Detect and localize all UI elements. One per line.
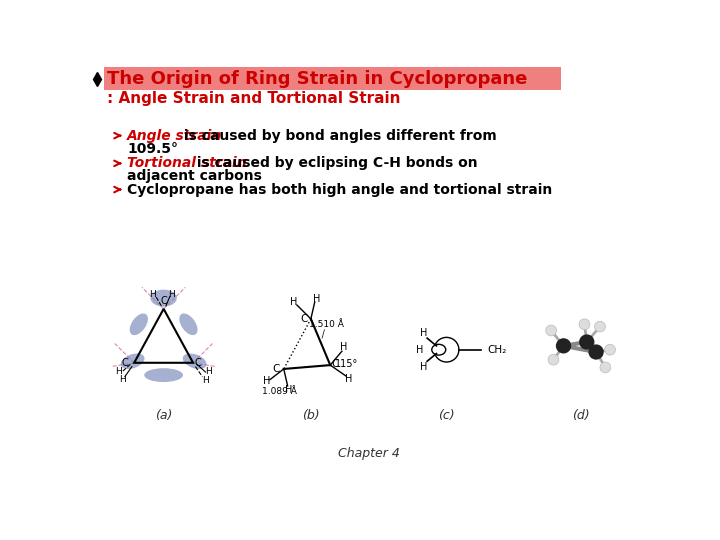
Text: The Origin of Ring Strain in Cyclopropane: The Origin of Ring Strain in Cyclopropan… xyxy=(107,70,528,87)
Text: C: C xyxy=(300,314,307,324)
Text: 109.5°: 109.5° xyxy=(127,141,179,156)
Text: C: C xyxy=(122,358,129,368)
Text: H: H xyxy=(284,384,292,395)
Circle shape xyxy=(589,345,603,359)
Text: (d): (d) xyxy=(572,409,590,422)
Circle shape xyxy=(579,319,590,330)
Ellipse shape xyxy=(150,289,177,307)
Text: (b): (b) xyxy=(302,409,320,422)
Text: adjacent carbons: adjacent carbons xyxy=(127,170,262,184)
FancyBboxPatch shape xyxy=(104,67,561,90)
Ellipse shape xyxy=(183,354,207,369)
Circle shape xyxy=(557,339,570,353)
Text: C: C xyxy=(161,296,167,306)
Text: H: H xyxy=(420,328,427,338)
Text: H: H xyxy=(150,290,156,299)
Ellipse shape xyxy=(144,368,183,382)
Ellipse shape xyxy=(179,313,197,335)
Text: Angle strain: Angle strain xyxy=(127,129,222,143)
Text: CH₂: CH₂ xyxy=(487,345,507,355)
Text: 115°: 115° xyxy=(335,359,358,369)
Text: C: C xyxy=(272,364,280,374)
Text: is caused by bond angles different from: is caused by bond angles different from xyxy=(179,129,497,143)
Text: Chapter 4: Chapter 4 xyxy=(338,447,400,460)
Text: H: H xyxy=(202,376,209,385)
Text: 1.089 Å: 1.089 Å xyxy=(262,387,297,396)
Circle shape xyxy=(580,335,594,349)
Text: is caused by eclipsing C-H bonds on: is caused by eclipsing C-H bonds on xyxy=(192,157,477,170)
Text: H: H xyxy=(415,345,423,355)
Text: H: H xyxy=(120,375,126,384)
Circle shape xyxy=(605,345,616,355)
Text: C: C xyxy=(194,358,202,368)
Ellipse shape xyxy=(432,345,446,355)
Text: Tortional strain: Tortional strain xyxy=(127,157,247,170)
Text: (a): (a) xyxy=(155,409,172,422)
Text: (c): (c) xyxy=(438,409,455,422)
Text: H: H xyxy=(340,342,347,353)
Circle shape xyxy=(600,362,611,373)
Text: H: H xyxy=(420,362,427,372)
Text: C: C xyxy=(331,359,338,369)
Circle shape xyxy=(548,354,559,365)
Circle shape xyxy=(546,325,557,336)
Text: H: H xyxy=(312,294,320,304)
Text: H: H xyxy=(115,367,122,376)
Text: H: H xyxy=(205,367,212,376)
Text: H: H xyxy=(263,376,271,386)
Ellipse shape xyxy=(121,354,145,369)
Ellipse shape xyxy=(130,313,148,335)
Text: : Angle Strain and Tortional Strain: : Angle Strain and Tortional Strain xyxy=(107,91,400,106)
Text: H: H xyxy=(290,297,297,307)
Text: H: H xyxy=(168,290,175,299)
Text: H: H xyxy=(345,374,353,384)
Text: Cyclopropane has both high angle and tortional strain: Cyclopropane has both high angle and tor… xyxy=(127,183,552,197)
Circle shape xyxy=(595,321,606,332)
Text: 1.510 Å: 1.510 Å xyxy=(310,320,344,329)
